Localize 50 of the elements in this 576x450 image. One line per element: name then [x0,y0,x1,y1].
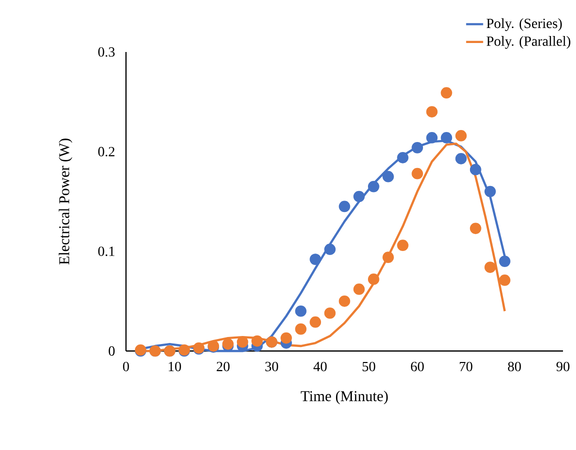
point [470,222,482,234]
y-axis-title: Electrical Power (W) [58,138,72,265]
point [426,106,438,118]
point [499,256,510,267]
y-tick-label: 0 [108,346,115,356]
point [470,164,482,176]
point [440,132,452,144]
legend-label: Poly. (Series) [486,18,562,31]
point [382,170,394,182]
x-tick-label: 10 [168,362,181,372]
point [338,200,350,212]
x-axis-title: Time (Minute) [300,390,388,404]
point [412,142,424,154]
point [368,180,380,192]
legend-label: Poly. (Parallel) [486,36,570,49]
point [324,307,336,319]
point [440,87,452,99]
x-tick-label: 20 [216,362,230,372]
point [412,168,424,180]
point [455,152,467,164]
point [368,274,380,285]
point [455,130,467,142]
x-tick-label: 80 [508,362,521,372]
x-tick-label: 50 [362,362,376,372]
point [484,262,496,273]
point [382,252,394,263]
point [353,284,365,295]
point [251,335,263,347]
y-tick-label: 0.2 [98,146,114,156]
point [310,254,322,265]
x-tick-label: 70 [460,362,472,372]
x-tick-label: 30 [265,362,278,372]
point [426,132,438,144]
point [397,240,408,252]
x-tick-label: 0 [123,362,129,372]
point [295,305,306,317]
point [310,316,322,328]
x-tick-label: 90 [556,362,570,372]
point [397,152,408,164]
point [484,186,496,198]
x-tick-label: 40 [314,362,327,372]
point [295,323,306,335]
point [499,274,510,286]
y-tick-label: 0.3 [98,47,115,57]
point [338,295,350,307]
point [280,332,292,344]
point [353,190,365,202]
y-tick-label: 0.1 [98,246,114,256]
point [324,244,336,256]
x-tick-label: 60 [410,362,424,372]
